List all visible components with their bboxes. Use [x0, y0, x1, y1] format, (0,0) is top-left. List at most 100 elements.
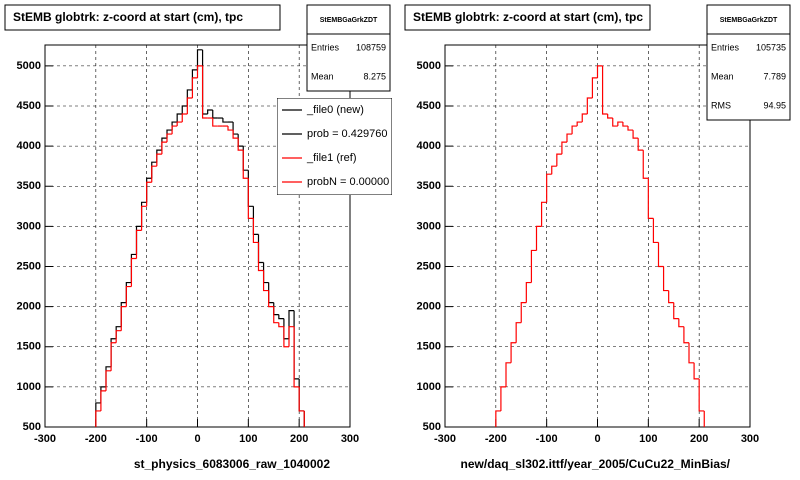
- histogram-bin: [278, 322, 284, 328]
- histogram-bin: [525, 281, 532, 303]
- histogram-bin: [551, 165, 557, 175]
- x-tick-label: -200: [85, 433, 107, 445]
- histogram-bin: [520, 302, 527, 323]
- y-tick-label: 1500: [17, 341, 41, 353]
- y-tick-label: 3000: [17, 220, 41, 232]
- histogram-bin: [181, 105, 188, 115]
- histogram-bin: [283, 326, 289, 348]
- x-tick-label: -300: [34, 433, 56, 445]
- histogram-bin: [657, 242, 664, 268]
- histogram-bin: [110, 342, 117, 371]
- stats-value: 105735: [756, 42, 786, 52]
- histogram-bin: [120, 306, 127, 331]
- histogram-bin: [201, 65, 208, 119]
- x-tick-label: 100: [639, 433, 657, 445]
- histogram-bin: [530, 249, 537, 283]
- histogram-bin: [257, 242, 264, 272]
- stats-label: Mean: [311, 71, 334, 81]
- histogram-bin: [293, 326, 300, 388]
- histogram-bin: [135, 229, 142, 259]
- histogram-bin: [298, 386, 305, 412]
- histogram-bin: [95, 402, 101, 427]
- x-tick-label: 300: [341, 433, 359, 445]
- histogram-bin: [546, 173, 552, 203]
- histogram-bin: [622, 122, 628, 127]
- histogram-bin: [637, 138, 644, 151]
- histogram-bin: [632, 130, 639, 139]
- histogram-bin: [673, 302, 679, 320]
- stats-name: StEMBGaGrkZDT: [720, 17, 778, 24]
- y-tick-label: 3000: [417, 220, 441, 232]
- histogram-bin: [495, 410, 501, 427]
- histogram-bin: [688, 342, 695, 364]
- x-tick-label: -300: [434, 433, 456, 445]
- y-tick-label: 5000: [417, 60, 441, 72]
- title-box: [4, 4, 281, 31]
- y-tick-label: 500: [23, 421, 41, 433]
- y-tick-label: 4000: [417, 140, 441, 152]
- x-tick-label: -100: [136, 433, 158, 445]
- histogram-bin: [191, 77, 198, 98]
- x-tick-label: -200: [485, 433, 507, 445]
- y-tick-label: 3500: [17, 180, 41, 192]
- histogram-bin: [652, 218, 659, 244]
- x-tick-label: 0: [594, 433, 600, 445]
- histogram-bin: [683, 326, 689, 344]
- histogram-bin: [176, 121, 183, 127]
- histogram-bin: [156, 153, 162, 167]
- y-tick-label: 2500: [417, 260, 441, 272]
- histogram-bin: [176, 113, 183, 123]
- y-tick-label: 500: [423, 421, 441, 433]
- histogram-bin: [140, 205, 147, 231]
- histogram-bin: [612, 118, 618, 127]
- stats-label: Mean: [711, 71, 734, 81]
- x-tick-label: -100: [536, 433, 558, 445]
- y-tick-label: 1500: [417, 341, 441, 353]
- histogram-bin: [105, 370, 112, 391]
- histogram-bin: [505, 362, 512, 387]
- histogram-bin: [115, 330, 122, 343]
- x-axis-label: st_physics_6083006_raw_1040002: [134, 457, 330, 471]
- histogram-bin: [186, 97, 193, 115]
- stats-value: 108759: [356, 42, 386, 52]
- y-tick-label: 2000: [417, 301, 441, 313]
- chart-title: StEMB globtrk: z-coord at start (cm), tp…: [413, 10, 643, 24]
- x-tick-label: 0: [194, 433, 200, 445]
- histogram-bin: [591, 77, 598, 98]
- histogram-bin: [207, 109, 213, 115]
- histogram-bin: [146, 181, 152, 207]
- legend-label: _file0 (new): [306, 104, 364, 116]
- stats-value: 94.95: [763, 100, 786, 110]
- legend-label: probN = 0.00000: [307, 176, 389, 188]
- legend-box: [277, 98, 392, 195]
- title-box: [404, 4, 651, 31]
- histogram-bin: [212, 118, 218, 127]
- x-tick-label: 300: [741, 433, 759, 445]
- histogram-bin: [647, 178, 654, 219]
- histogram-bin: [130, 257, 137, 287]
- y-tick-label: 5000: [17, 60, 41, 72]
- histogram-bin: [581, 113, 588, 123]
- legend-label: _file1 (ref): [306, 152, 357, 164]
- histogram-bin: [500, 386, 506, 411]
- stats-value: 7.789: [763, 71, 786, 81]
- y-tick-label: 2000: [17, 301, 41, 313]
- histogram-bin: [510, 342, 517, 363]
- histogram-bin: [668, 290, 674, 304]
- histogram-bin: [95, 410, 101, 427]
- histogram-series-group: [495, 65, 705, 427]
- histogram-bin: [642, 150, 649, 179]
- histogram-bin: [540, 201, 547, 227]
- y-tick-label: 4500: [417, 100, 441, 112]
- y-tick-label: 1000: [417, 381, 441, 393]
- histogram-bin: [278, 314, 284, 320]
- chart-title: StEMB globtrk: z-coord at start (cm), tp…: [13, 10, 243, 24]
- histogram-bin: [586, 97, 593, 115]
- stats-name: StEMBGaGrkZDT: [320, 17, 378, 24]
- histogram-bin: [515, 322, 522, 343]
- histogram-series-group: [95, 49, 305, 427]
- histogram-bin: [268, 290, 274, 308]
- histogram-bin: [627, 126, 634, 131]
- histogram-bin: [693, 362, 700, 380]
